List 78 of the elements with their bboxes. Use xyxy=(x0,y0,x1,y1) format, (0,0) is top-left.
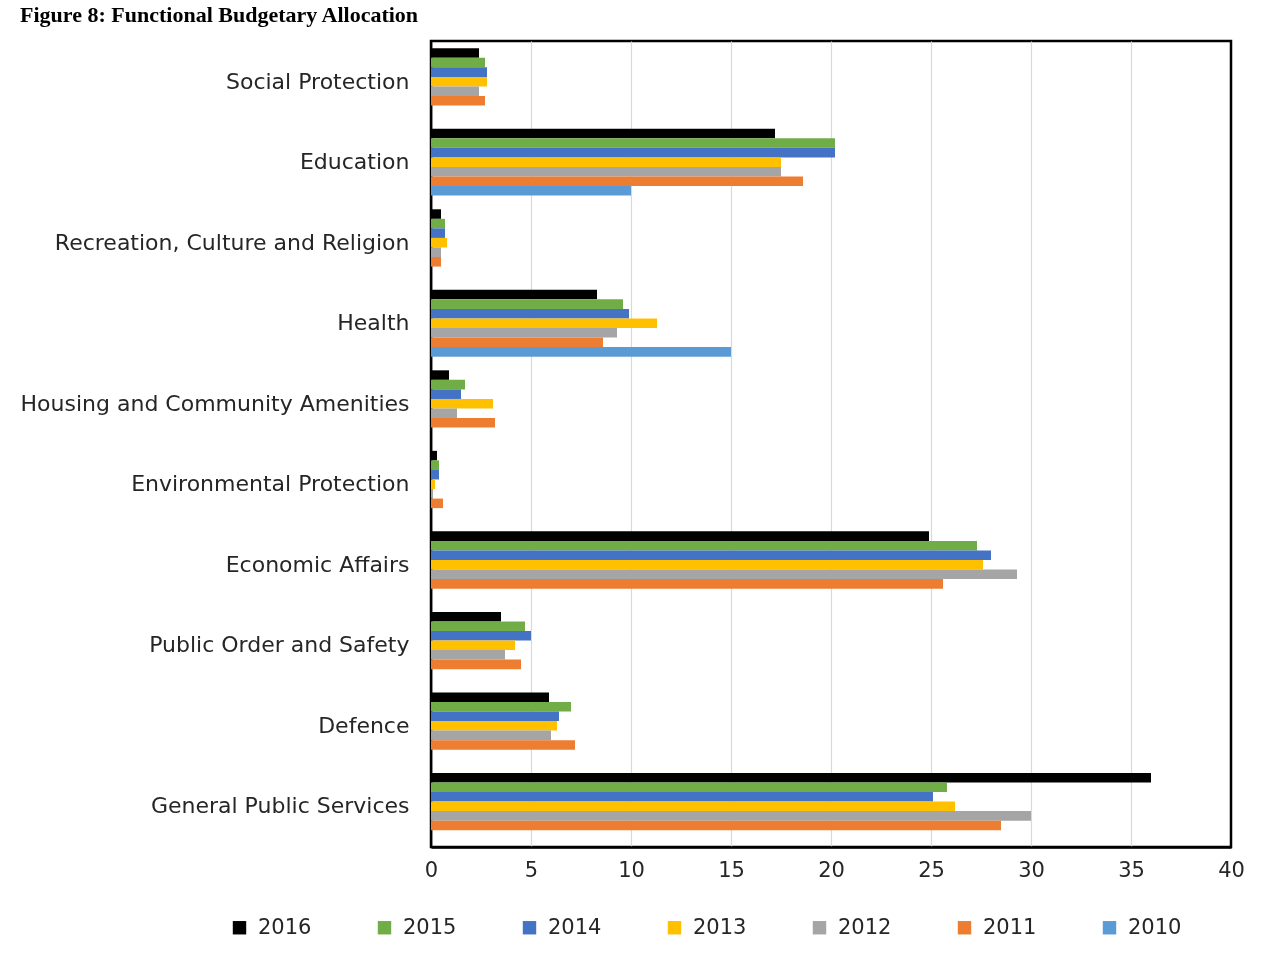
bar xyxy=(431,389,461,399)
y-tick-label: Environmental Protection xyxy=(131,471,410,497)
y-tick-label: Public Order and Safety xyxy=(149,632,410,658)
x-tick-label: 15 xyxy=(718,857,745,882)
bar xyxy=(431,138,835,148)
x-tick-label: 35 xyxy=(1118,857,1145,882)
bar xyxy=(431,308,629,319)
bar xyxy=(431,498,443,509)
bar xyxy=(431,711,559,722)
bar xyxy=(431,579,943,589)
bar xyxy=(431,299,623,309)
bar xyxy=(431,782,947,793)
bar xyxy=(431,540,977,551)
bar xyxy=(431,721,557,731)
x-tick-label: 30 xyxy=(1018,857,1045,882)
bar xyxy=(431,257,441,267)
bar xyxy=(431,569,1017,580)
bar xyxy=(431,659,521,670)
legend-label: 2015 xyxy=(403,914,457,939)
y-tick-label: Economic Affairs xyxy=(225,551,410,577)
bar xyxy=(431,730,551,741)
y-tick-label: Health xyxy=(337,310,410,336)
text: Figure 8: Functional Budgetary Allocation xyxy=(20,2,419,27)
legend-label: 2016 xyxy=(258,914,312,939)
bar xyxy=(431,560,983,570)
bar xyxy=(431,469,439,480)
bar xyxy=(431,801,955,812)
bar xyxy=(431,820,1001,831)
bar xyxy=(431,86,479,96)
bar xyxy=(431,740,575,750)
bar xyxy=(431,57,485,68)
y-tick-label: Housing and Community Amenities xyxy=(20,390,410,416)
legend-label: 2012 xyxy=(838,914,892,939)
y-tick-label: Recreation, Culture and Religion xyxy=(54,229,410,255)
bar xyxy=(431,347,731,357)
y-tick-label: Education xyxy=(299,149,410,175)
legend-label: 2011 xyxy=(983,914,1037,939)
x-tick-label: 20 xyxy=(818,857,845,882)
bar xyxy=(431,408,457,419)
x-tick-label: 5 xyxy=(524,857,539,882)
bar xyxy=(431,218,445,229)
x-tick-label: 40 xyxy=(1218,857,1245,882)
bar xyxy=(431,176,803,187)
x-tick-label: 0 xyxy=(424,857,439,882)
bar xyxy=(431,76,487,87)
legend-label: 2013 xyxy=(693,914,747,939)
bar xyxy=(431,228,445,238)
bar xyxy=(431,337,603,348)
legend-label: 2010 xyxy=(1128,914,1182,939)
bar xyxy=(431,418,495,428)
bar xyxy=(431,630,531,641)
bar xyxy=(431,479,435,490)
bar xyxy=(431,460,439,470)
bar xyxy=(431,166,781,177)
bar xyxy=(431,792,933,802)
bar xyxy=(431,650,505,660)
bar xyxy=(431,701,571,712)
legend-label: 2014 xyxy=(548,914,602,939)
bar xyxy=(431,67,487,77)
bar xyxy=(431,550,991,561)
bar xyxy=(431,379,465,390)
bar xyxy=(431,398,493,409)
bar xyxy=(431,186,631,196)
bar xyxy=(431,95,485,106)
bar xyxy=(431,327,617,338)
bar xyxy=(431,247,441,258)
bar xyxy=(431,147,835,158)
bar xyxy=(431,318,657,328)
x-tick-label: 25 xyxy=(918,857,945,882)
bar xyxy=(431,621,525,631)
y-tick-label: General Public Services xyxy=(150,793,410,819)
y-tick-label: Defence xyxy=(318,712,410,738)
y-tick-label: Social Protection xyxy=(225,68,410,94)
x-tick-label: 10 xyxy=(618,857,645,882)
bar xyxy=(431,640,515,651)
bar xyxy=(431,157,781,167)
bar xyxy=(431,811,1031,821)
bar xyxy=(431,237,447,248)
